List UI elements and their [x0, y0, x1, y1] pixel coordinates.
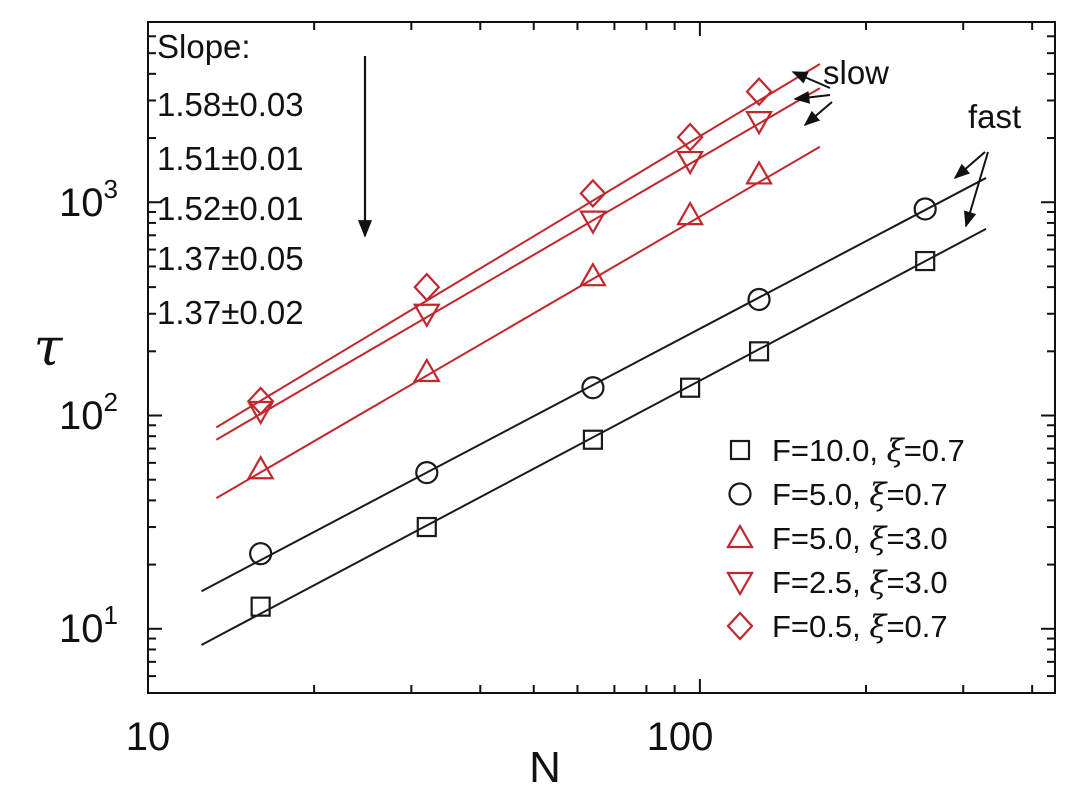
data-point-series-2-1: [249, 542, 273, 566]
x-tick-label-100: 100: [647, 715, 714, 759]
slope-value-1: 1.58±0.03: [157, 86, 304, 123]
fit-lines: [201, 63, 987, 646]
data-point-series-1-1: [250, 596, 271, 617]
y-tick-label-100: 102: [59, 387, 118, 438]
fast-annotation: fast: [953, 98, 1021, 228]
axis-ticks: [147, 21, 1055, 694]
data-point-series-5-5: [745, 77, 773, 107]
fit-line-series-4: [215, 87, 821, 441]
data-point-series-3-5: [745, 160, 773, 185]
fit-line-series-5: [215, 63, 821, 429]
slope-annotation: Slope: 1.58±0.03 1.51±0.01 1.52±0.01 1.3…: [157, 28, 373, 331]
fast-arrow-lower: [963, 151, 989, 228]
slow-arrow-bottom: [803, 101, 833, 127]
data-point-series-4-1: [246, 400, 275, 426]
data-point-series-1-4: [680, 377, 701, 398]
data-point-series-4-2: [412, 303, 441, 328]
x-tick-label-10: 10: [126, 715, 171, 759]
slow-arrow-middle: [793, 91, 831, 104]
data-point-series-4-4: [676, 150, 704, 176]
slope-value-4: 1.37±0.05: [157, 240, 304, 277]
x-tick-labels: 10 100: [126, 715, 714, 759]
data-markers: [246, 77, 937, 617]
fast-label: fast: [968, 98, 1021, 135]
data-point-series-4-3: [579, 210, 607, 235]
plot-frame: [147, 21, 1056, 694]
legend-marker-5: [726, 611, 754, 641]
y-tick-label-1000: 103: [59, 174, 118, 225]
fast-arrow-upper: [953, 151, 986, 180]
data-point-series-1-5: [748, 341, 770, 362]
data-point-series-1-3: [582, 429, 604, 450]
y-tick-labels: 101 102 103: [59, 174, 118, 651]
data-point-series-5-3: [579, 178, 607, 209]
data-point-series-2-4: [747, 287, 771, 312]
fit-line-series-2: [201, 177, 987, 593]
slow-annotation: slow: [791, 54, 889, 127]
slope-title: Slope:: [157, 28, 251, 65]
data-point-series-3-1: [246, 455, 275, 480]
legend: F=10.0, ξ=0.7 F=5.0, ξ=0.7 F=5.0, ξ=3.0 F=2…: [726, 433, 965, 645]
data-point-series-1-2: [416, 516, 437, 538]
data-point-series-3-4: [676, 200, 704, 226]
slope-value-3: 1.52±0.01: [157, 190, 304, 227]
legend-label-2: F=5.0, ξ=0.7: [772, 477, 948, 513]
data-point-series-2-5: [913, 197, 937, 221]
legend-label-5: F=0.5, ξ=0.7: [772, 609, 948, 645]
legend-label-3: F=5.0, ξ=3.0: [772, 521, 948, 557]
slope-value-5: 1.37±0.02: [157, 294, 304, 331]
legend-marker-3: [726, 523, 754, 549]
fit-line-series-1: [201, 228, 987, 646]
legend-label-4: F=2.5, ξ=3.0: [772, 565, 948, 601]
legend-marker-4: [726, 571, 754, 597]
fit-line-series-3: [215, 145, 821, 499]
data-point-series-1-6: [915, 250, 936, 272]
x-axis-label: N: [529, 743, 561, 792]
legend-label-1: F=10.0, ξ=0.7: [772, 433, 965, 469]
y-axis-label: τ: [34, 318, 64, 378]
data-point-series-3-2: [412, 357, 441, 383]
slow-label: slow: [823, 54, 889, 91]
data-point-series-2-3: [581, 376, 605, 400]
legend-marker-2: [728, 482, 752, 506]
y-tick-label-10: 101: [59, 600, 118, 651]
data-point-series-5-1: [247, 386, 275, 416]
slope-value-2: 1.51±0.01: [157, 140, 304, 177]
slow-arrow-top: [791, 71, 831, 89]
data-point-series-5-2: [413, 272, 441, 302]
legend-marker-1: [729, 439, 751, 461]
data-point-series-4-5: [745, 111, 773, 136]
data-point-series-5-4: [676, 122, 704, 152]
data-point-series-3-3: [579, 261, 607, 287]
data-point-series-2-2: [415, 460, 439, 485]
